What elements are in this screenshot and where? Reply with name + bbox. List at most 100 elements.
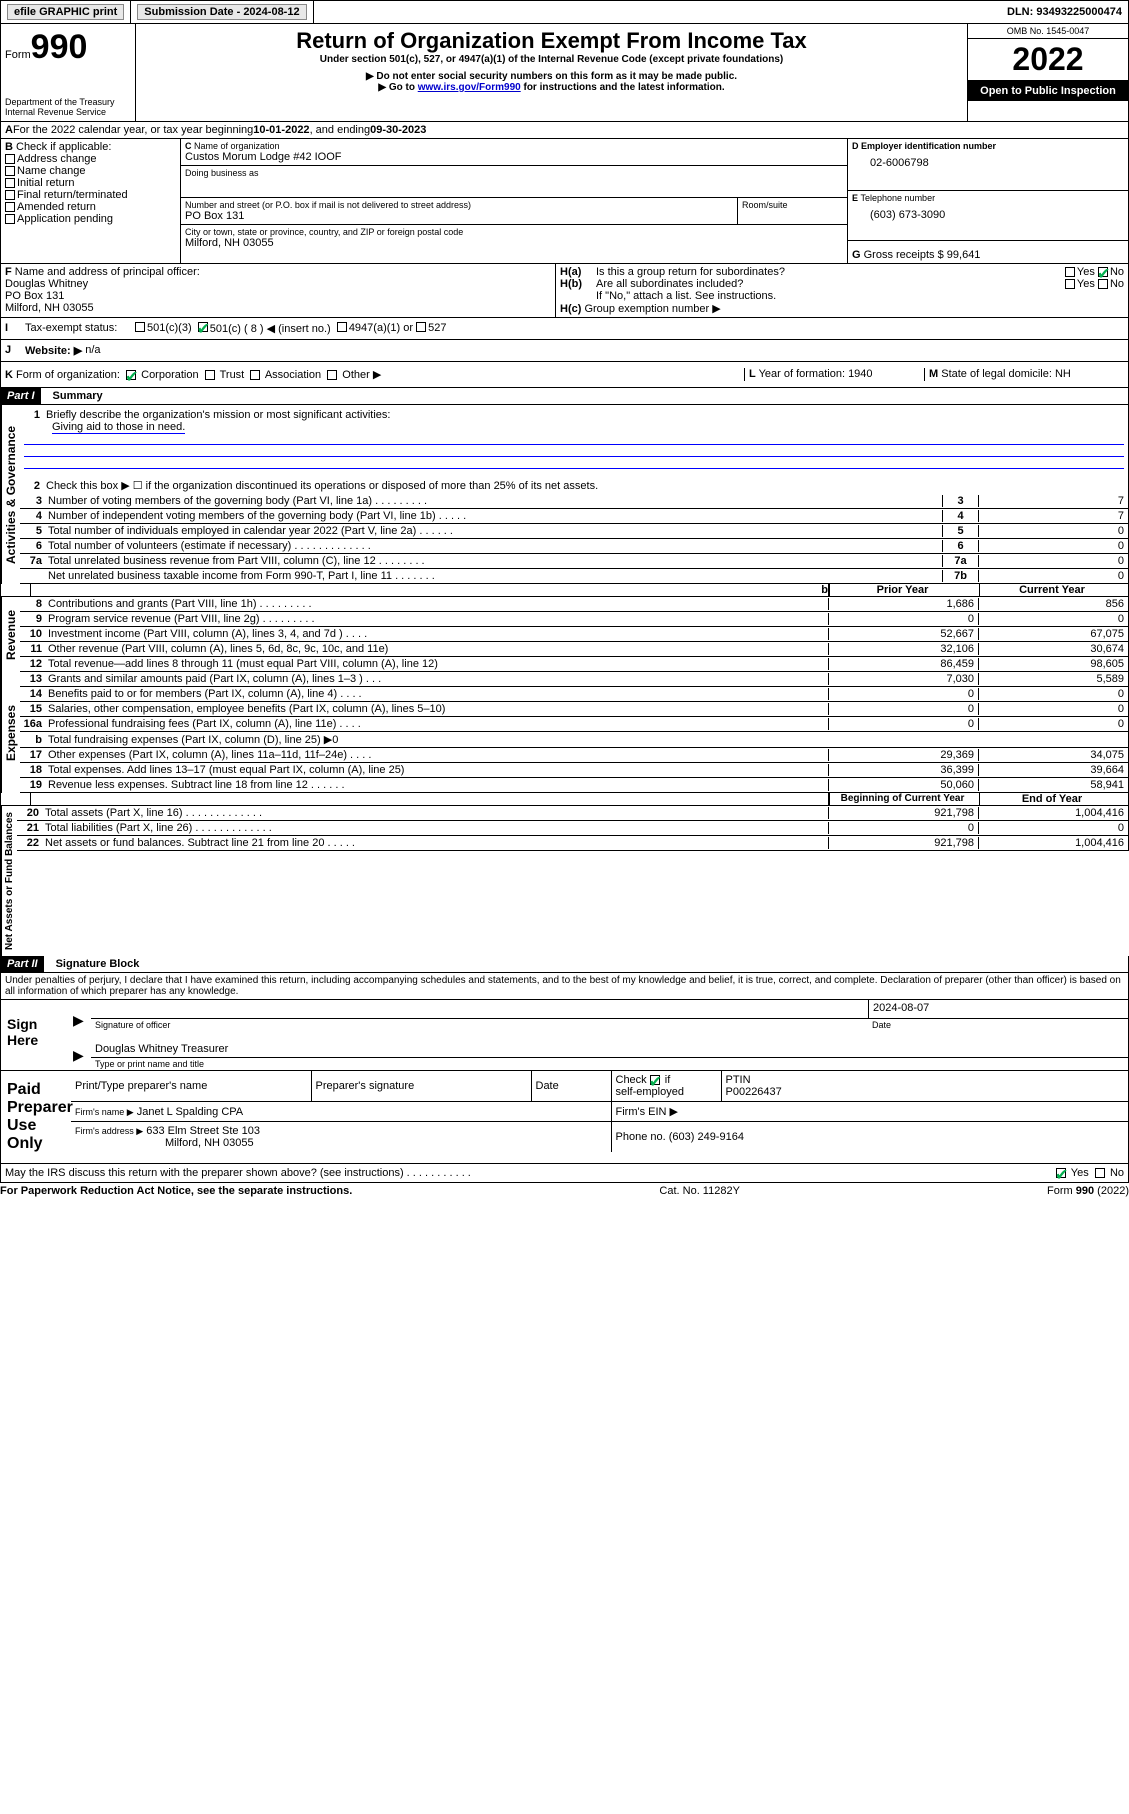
f-h-block: F Name and address of principal officer:… [0,264,1129,318]
subtitle-1: Under section 501(c), 527, or 4947(a)(1)… [140,54,963,65]
check-501c[interactable] [198,322,208,332]
line-a-pre: For the 2022 calendar year, or tax year … [13,124,253,136]
street-address: PO Box 131 [185,210,733,222]
phone-label: Telephone number [861,193,936,203]
arrow-icon: ▶ [73,1012,84,1028]
check-application-pending[interactable] [5,214,15,224]
check-address-change[interactable] [5,154,15,164]
check-corp[interactable] [126,370,136,380]
city-label: City or town, state or province, country… [185,227,843,237]
phone-value: (603) 673-3090 [852,203,1124,221]
check-self-employed[interactable] [650,1075,660,1085]
opt-corp: Corporation [141,369,198,381]
opt-trust: Trust [220,369,245,381]
hdr-beginning: Beginning of Current Year [829,793,979,805]
ha-yes: Yes [1077,266,1095,278]
addr-label: Number and street (or P.O. box if mail i… [185,200,733,210]
check-final-return[interactable] [5,190,15,200]
firm-name-label: Firm's name ▶ [75,1107,134,1117]
ein-label: Employer identification number [861,141,996,151]
website-label: Website: ▶ [25,344,82,357]
discuss-yes: Yes [1071,1167,1089,1179]
b-opt-0: Address change [17,153,97,165]
check-ha-no[interactable] [1098,267,1108,277]
ptin-value: P00226437 [726,1086,782,1098]
firm-addr1: 633 Elm Street Ste 103 [146,1125,260,1137]
prior-current-header: b Prior Year Current Year [0,584,1129,597]
summary-line: 19Revenue less expenses. Subtract line 1… [20,778,1129,793]
sig-date-label: Date [868,1019,1128,1031]
check-4947[interactable] [337,322,347,332]
tax-year: 2022 [968,39,1128,81]
form-org-label: Form of organization: [16,369,120,381]
dln: DLN: 93493225000474 [1007,6,1122,18]
check-initial-return[interactable] [5,178,15,188]
part-2-header: Part II Signature Block [0,956,1129,973]
may-irs-discuss: May the IRS discuss this return with the… [0,1164,1129,1183]
check-trust[interactable] [205,370,215,380]
tax-year-begin: 10-01-2022 [253,124,309,136]
subtitle-2: ▶ Do not enter social security numbers o… [140,71,963,82]
org-name: Custos Morum Lodge #42 IOOF [185,151,843,163]
section-c: C Name of organization Custos Morum Lodg… [181,139,848,263]
check-ha-yes[interactable] [1065,267,1075,277]
identity-block: B Check if applicable: Address change Na… [0,139,1129,264]
opt-other: Other ▶ [342,369,381,381]
opt-501c: 501(c) ( 8 ) ◀ (insert no.) [210,322,331,335]
check-hb-yes[interactable] [1065,279,1075,289]
summary-line: 17Other expenses (Part IX, column (A), l… [20,748,1129,763]
check-name-change[interactable] [5,166,15,176]
summary-line: 11Other revenue (Part VIII, column (A), … [20,642,1129,657]
line-j: J Website: ▶ n/a [0,340,1129,362]
h-a-text: Is this a group return for subordinates? [596,266,1065,278]
year-formation: 1940 [848,368,872,380]
tax-year-end: 09-30-2023 [370,124,426,136]
summary-line: 22Net assets or fund balances. Subtract … [17,836,1129,851]
check-other[interactable] [327,370,337,380]
officer-addr2: Milford, NH 03055 [5,302,551,314]
summary-line: Net unrelated business taxable income fr… [20,569,1129,584]
check-discuss-no[interactable] [1095,1168,1105,1178]
prep-sig-label: Preparer's signature [311,1071,531,1102]
city-state-zip: Milford, NH 03055 [185,237,843,249]
firm-phone-label: Phone no. [616,1131,666,1143]
hdr-end: End of Year [979,793,1129,805]
footer-right: Form 990 (2022) [1047,1185,1129,1197]
part1-label: Part I [1,388,41,404]
ein-value: 02-6006798 [852,151,1124,169]
summary-line: 5Total number of individuals employed in… [20,524,1129,539]
irs-link[interactable]: www.irs.gov/Form990 [418,82,521,93]
perjury-statement: Under penalties of perjury, I declare th… [0,973,1129,1000]
check-assoc[interactable] [250,370,260,380]
footer-left: For Paperwork Reduction Act Notice, see … [0,1185,352,1197]
arrow-icon-2: ▶ [73,1047,84,1063]
website-value: n/a [85,344,100,357]
check-501c3[interactable] [135,322,145,332]
may-irs-text: May the IRS discuss this return with the… [5,1167,1056,1179]
hdr-curr: Current Year [979,584,1129,596]
ha-no: No [1110,266,1124,278]
opt-assoc: Association [265,369,321,381]
sub3-pre: ▶ Go to [378,82,417,93]
b-opt-2: Initial return [17,177,74,189]
check-527[interactable] [416,322,426,332]
summary-line: 20Total assets (Part X, line 16) . . . .… [17,806,1129,821]
check-discuss-yes[interactable] [1056,1168,1066,1178]
firm-phone: (603) 249-9164 [669,1131,744,1143]
footer-mid: Cat. No. 11282Y [659,1185,740,1197]
line-i: I Tax-exempt status: 501(c)(3) 501(c) ( … [0,318,1129,340]
part-1-header: Part I Summary [0,388,1129,405]
gross-receipts-label: Gross receipts $ [864,249,944,261]
b-label: Check if applicable: [16,141,111,153]
paid-preparer-block: Paid Preparer Use Only Print/Type prepar… [0,1071,1129,1164]
summary-line: 14Benefits paid to or for members (Part … [20,687,1129,702]
summary-line: 10Investment income (Part VIII, column (… [20,627,1129,642]
room-suite-label: Room/suite [737,198,847,224]
form-header: Form990 Department of the Treasury Inter… [0,24,1129,122]
firm-name: Janet L Spalding CPA [137,1106,243,1118]
firm-addr-label: Firm's address ▶ [75,1126,143,1136]
vert-label-governance: Activities & Governance [1,405,20,584]
check-amended[interactable] [5,202,15,212]
vert-label-expenses: Expenses [1,672,20,793]
open-public: Open to Public Inspection [968,81,1128,101]
